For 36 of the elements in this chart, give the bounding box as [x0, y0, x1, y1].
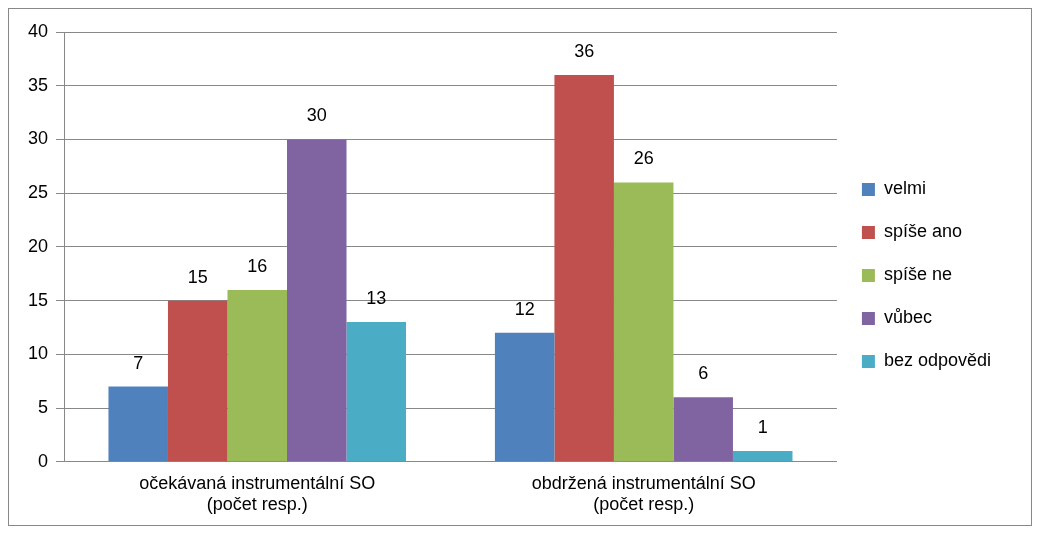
y-tick-label: 35: [27, 74, 49, 95]
y-tick-label: 30: [27, 128, 49, 149]
data-label: 12: [514, 298, 535, 319]
y-tick-label: 10: [27, 343, 49, 364]
bar: [346, 322, 407, 462]
data-label: 1: [757, 417, 768, 438]
y-tick-label: 5: [38, 397, 49, 418]
legend-label: vůbec: [883, 307, 932, 328]
x-tick-label: očekávaná instrumentální SO (počet resp.): [139, 472, 376, 515]
legend-label: velmi: [883, 178, 926, 199]
legend-label: spíše ne: [883, 264, 952, 285]
bar: [108, 386, 168, 462]
y-tick-label: 40: [27, 20, 49, 41]
data-label: 36: [574, 40, 595, 61]
y-tick-label: 0: [38, 450, 49, 471]
legend-label: spíše ano: [883, 221, 962, 242]
data-label: 30: [306, 105, 327, 126]
y-tick-label: 15: [27, 289, 49, 310]
bar: [287, 139, 347, 462]
data-label: 16: [247, 255, 268, 276]
data-label: 15: [187, 266, 208, 287]
x-tick-label: obdržená instrumentální SO (počet resp.): [531, 472, 756, 515]
bar: [554, 74, 614, 462]
bar: [167, 300, 228, 462]
data-label: 6: [698, 363, 709, 384]
legend-label: bez odpovědi: [883, 350, 992, 371]
bar: [613, 182, 674, 462]
bar: [494, 332, 555, 462]
data-label: 13: [366, 288, 387, 309]
bar: [227, 289, 287, 462]
data-label: 7: [133, 352, 144, 373]
bar: [732, 451, 793, 462]
bar: [673, 397, 733, 462]
data-label: 26: [633, 148, 654, 169]
y-tick-label: 20: [27, 235, 49, 256]
y-tick-label: 25: [27, 182, 49, 203]
